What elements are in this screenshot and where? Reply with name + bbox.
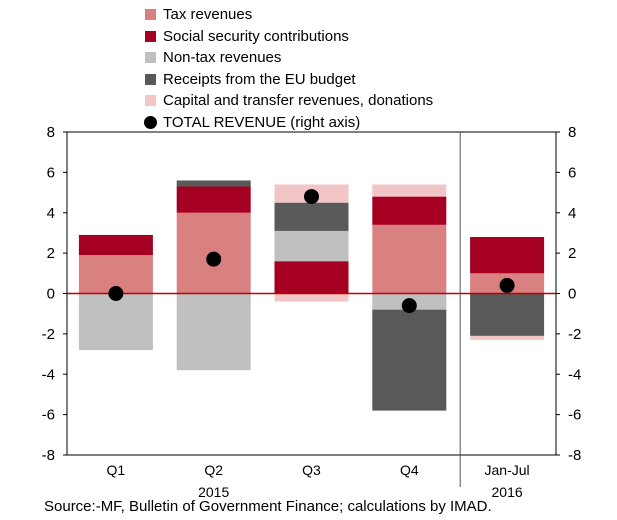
legend-swatch-eu-budget [145,73,156,85]
y2-tick-label-right: -4 [568,366,581,383]
legend-label-eu-budget: Receipts from the EU budget [163,70,356,88]
bar-segment-receipts-from-the-eu-budget-q4 [372,309,447,411]
y2-tick-label-right: -8 [568,447,581,464]
bar-segment-receipts-from-the-eu-budget-q3 [274,202,349,231]
y-tick-label-left: -4 [42,366,55,383]
y-tick-label-left: 0 [47,286,55,303]
legend-label-tax-revenues: Tax revenues [163,6,253,24]
x-tick-label: Q2 [204,462,223,478]
legend-label-social-security: Social security contributions [163,27,349,45]
y2-tick-label-right: 8 [568,124,576,141]
legend-marker-total-revenue [144,115,157,129]
x-tick-label: Q1 [107,462,126,478]
total-revenue-point-q2 [206,251,222,267]
y-tick-label-left: 2 [47,245,55,262]
total-revenue-point-q4 [401,298,417,314]
legend-swatch-tax-revenues [145,9,156,21]
source-note: Source:-MF, Bulletin of Government Finan… [44,498,492,515]
legend-item-total-revenue: TOTAL REVENUE (right axis) [144,112,433,134]
bar-segment-capital-and-transfer-revenues-donations-q3 [274,293,349,302]
total-revenue-point-q1 [108,286,124,301]
legend-label-non-tax: Non-tax revenues [163,49,282,67]
bar-segment-non-tax-revenues-q1 [78,293,153,351]
legend-label-total-revenue: TOTAL REVENUE (right axis) [163,113,361,131]
bar-segment-receipts-from-the-eu-budget-q2 [176,180,251,187]
year-label-2015: 2015 [198,484,229,500]
bar-segment-receipts-from-the-eu-budget-jan-jul [470,293,545,336]
bar-segment-tax-revenues-q4 [372,224,447,294]
legend-swatch-social-security [145,30,156,42]
bar-segment-social-security-contributions-q3 [274,261,349,294]
y2-tick-label-right: -2 [568,326,581,343]
legend-item-tax-revenues: Tax revenues [145,4,433,26]
y-tick-label-left: -8 [42,447,55,464]
y-tick-label-left: 8 [47,124,55,141]
x-tick-label: Q3 [302,462,321,478]
x-tick-label: Jan-Jul [485,462,530,478]
bar-segment-non-tax-revenues-q3 [274,230,349,262]
bar-segment-capital-and-transfer-revenues-donations-jan-jul [470,335,545,340]
legend-item-social-security: Social security contributions [145,26,433,48]
y2-tick-label-right: -6 [568,407,581,424]
bar-segment-social-security-contributions-q2 [176,186,251,213]
legend-item-capital-transfer: Capital and transfer revenues, donations [145,90,433,112]
total-revenue-point-jan-jul [499,277,515,293]
bar-segment-social-security-contributions-jan-jul [470,236,545,274]
y-tick-label-left: 4 [47,205,55,222]
y-tick-label-left: -6 [42,407,55,424]
year-label-2016: 2016 [492,484,523,500]
legend-swatch-capital-transfer [145,95,156,107]
bar-segment-social-security-contributions-q1 [78,234,153,256]
total-revenue-point-q3 [304,189,319,205]
y2-tick-label-right: 2 [568,245,576,262]
legend-item-non-tax: Non-tax revenues [145,47,433,69]
y2-tick-label-right: 6 [568,164,576,181]
bar-segment-capital-and-transfer-revenues-donations-q4 [372,184,447,197]
x-tick-label: Q4 [400,462,419,478]
bar-segment-non-tax-revenues-q2 [176,293,251,371]
bar-segment-social-security-contributions-q4 [372,196,447,225]
y-tick-label-left: 6 [47,164,55,181]
legend: Tax revenues Social security contributio… [144,4,433,134]
y-tick-label-left: -2 [42,326,55,343]
legend-label-capital-transfer: Capital and transfer revenues, donations [163,92,434,110]
legend-item-eu-budget: Receipts from the EU budget [145,69,433,91]
y2-tick-label-right: 4 [568,205,576,222]
legend-swatch-non-tax [145,52,156,64]
y2-tick-label-right: 0 [568,286,576,303]
